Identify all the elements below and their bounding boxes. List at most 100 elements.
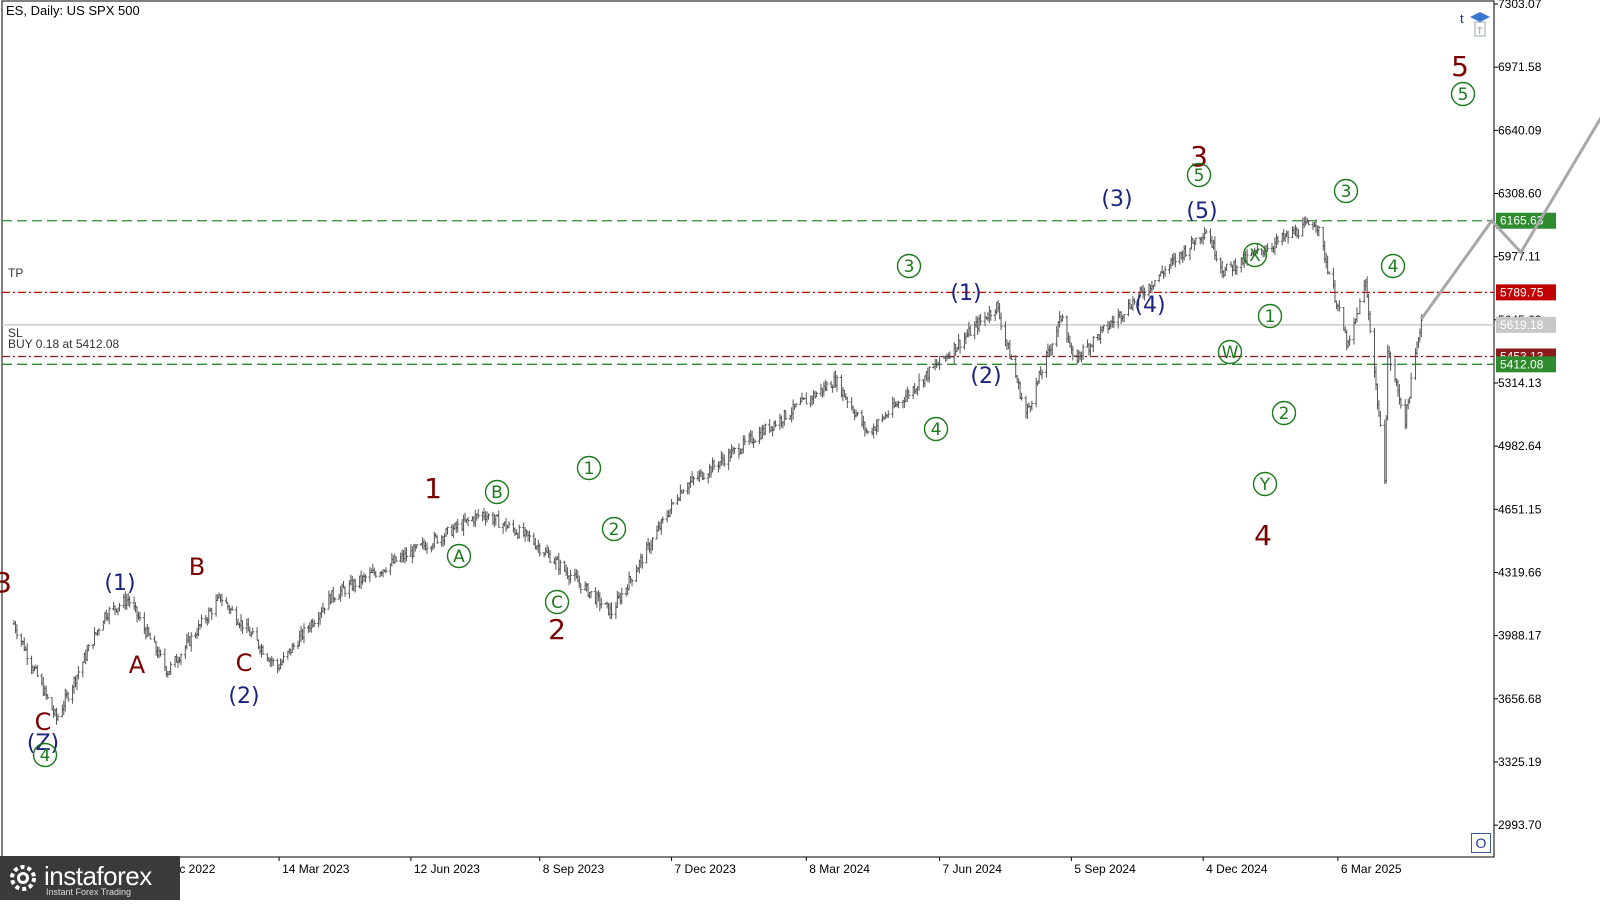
svg-text:2: 2: [548, 613, 566, 646]
projection-path[interactable]: [1420, 109, 1600, 320]
svg-text:C: C: [236, 649, 253, 677]
wave-label[interactable]: 3: [896, 253, 922, 279]
wave-label[interactable]: (2): [970, 364, 1001, 389]
svg-text:5412.08: 5412.08: [1500, 357, 1544, 371]
price-tick-label: 3656.68: [1498, 692, 1542, 706]
price-tick-label: 4319.66: [1498, 565, 1542, 579]
time-tick-label: 8 Mar 2024: [809, 862, 870, 876]
price-tick-label: 6640.09: [1498, 123, 1542, 137]
price-tick-label: 7303.07: [1498, 0, 1542, 11]
wave-label[interactable]: 3: [0, 566, 12, 599]
svg-text:(1): (1): [950, 281, 981, 306]
one-click-trading-icon[interactable]: O: [1471, 833, 1491, 853]
svg-text:(2): (2): [228, 684, 259, 709]
wave-label[interactable]: 4: [923, 416, 949, 442]
svg-text:2: 2: [609, 520, 620, 540]
wave-label[interactable]: 4: [1380, 253, 1406, 279]
svg-text:W: W: [1222, 343, 1239, 363]
svg-text:3: 3: [1341, 182, 1352, 202]
svg-text:5: 5: [1458, 85, 1469, 105]
trade-icon[interactable]: t: [1460, 11, 1464, 26]
price-tick-label: 3988.17: [1498, 629, 1542, 643]
time-tick-label: 14 Mar 2023: [282, 862, 350, 876]
svg-text:1: 1: [584, 459, 595, 479]
graduation-cap-icon[interactable]: [1470, 12, 1490, 22]
wave-label[interactable]: 4: [1254, 519, 1272, 552]
tp-label: TP: [8, 266, 24, 280]
wave-label[interactable]: Y: [1252, 471, 1278, 497]
svg-text:A: A: [453, 547, 465, 567]
corner-toolbar[interactable]: t T: [1458, 6, 1494, 40]
svg-text:4: 4: [1254, 519, 1272, 552]
level-price-tag-current: 5619.18: [1496, 316, 1556, 333]
wave-label[interactable]: 1: [576, 455, 602, 481]
svg-text:2: 2: [1279, 404, 1290, 424]
wave-label[interactable]: (1): [104, 571, 135, 596]
svg-text:5619.18: 5619.18: [1500, 318, 1544, 332]
svg-text:(4): (4): [1134, 293, 1165, 318]
time-tick-label: 8 Sep 2023: [543, 862, 605, 876]
price-bars[interactable]: [12, 216, 1423, 725]
wave-label[interactable]: A: [129, 651, 146, 679]
wave-label[interactable]: (5): [1186, 199, 1217, 224]
svg-text:5: 5: [1451, 50, 1469, 83]
svg-text:C: C: [551, 593, 563, 613]
svg-text:4: 4: [1388, 257, 1399, 277]
svg-text:3: 3: [0, 566, 12, 599]
wave-label[interactable]: 5: [1451, 50, 1469, 83]
svg-text:C: C: [35, 708, 52, 736]
svg-text:A: A: [129, 651, 146, 679]
wave-label[interactable]: 2: [601, 516, 627, 542]
document-icon[interactable]: [1474, 21, 1486, 37]
price-tick-label: 4651.15: [1498, 502, 1542, 516]
level-price-tag-resistance: 6165.63: [1496, 212, 1556, 229]
svg-text:B: B: [491, 483, 503, 503]
chart-title: ES, Daily: US SPX 500: [6, 3, 140, 18]
wave-label[interactable]: 1: [1257, 303, 1283, 329]
price-tick-label: 3325.19: [1498, 755, 1542, 769]
price-tick-label: 5977.11: [1498, 250, 1541, 264]
svg-text:X: X: [1249, 246, 1261, 266]
wave-label[interactable]: 4: [32, 742, 58, 768]
svg-text:1: 1: [424, 472, 442, 505]
svg-text:5789.75: 5789.75: [1500, 285, 1544, 299]
svg-text:Y: Y: [1259, 475, 1271, 495]
svg-text:(2): (2): [970, 364, 1001, 389]
level-price-tag-entry: 5412.08: [1496, 356, 1556, 373]
wave-label[interactable]: X: [1242, 242, 1268, 268]
sl-label: SL: [8, 326, 23, 340]
wave-label[interactable]: (1): [950, 281, 981, 306]
wave-label[interactable]: C: [35, 708, 52, 736]
wave-label[interactable]: (4): [1134, 293, 1165, 318]
price-tick-label: 6308.60: [1498, 186, 1542, 200]
logo-gear-icon: [10, 865, 36, 891]
wave-label[interactable]: (3): [1101, 187, 1132, 212]
price-axis[interactable]: 7303.076971.586640.096308.605977.115645.…: [1494, 0, 1542, 832]
wave-labels[interactable]: 3 (1)BA C(2)C(Z)41 BAC21234(1)(2)(3)(4)(5)3…: [0, 50, 1476, 768]
svg-text:T: T: [1477, 26, 1483, 36]
order-label: BUY 0.18 at 5412.08: [8, 337, 120, 351]
wave-label[interactable]: W: [1217, 339, 1243, 365]
svg-text:4: 4: [931, 420, 942, 440]
wave-label[interactable]: C: [544, 589, 570, 615]
wave-label[interactable]: 5: [1186, 162, 1212, 188]
wave-label[interactable]: 1: [424, 472, 442, 505]
wave-label[interactable]: B: [484, 479, 510, 505]
wave-label[interactable]: 5: [1450, 81, 1476, 107]
wave-label[interactable]: 3: [1333, 178, 1359, 204]
wave-label[interactable]: (2): [228, 684, 259, 709]
price-tick-label: 4982.64: [1498, 439, 1542, 453]
time-tick-label: 6 Mar 2025: [1341, 862, 1402, 876]
wave-label[interactable]: A: [446, 543, 472, 569]
svg-text:5: 5: [1194, 166, 1205, 186]
svg-text:(3): (3): [1101, 187, 1132, 212]
wave-label[interactable]: C: [236, 649, 253, 677]
wave-label[interactable]: 2: [548, 613, 566, 646]
wave-label[interactable]: 2: [1271, 400, 1297, 426]
price-tick-label: 2993.70: [1498, 818, 1542, 832]
wave-label[interactable]: B: [189, 553, 205, 581]
